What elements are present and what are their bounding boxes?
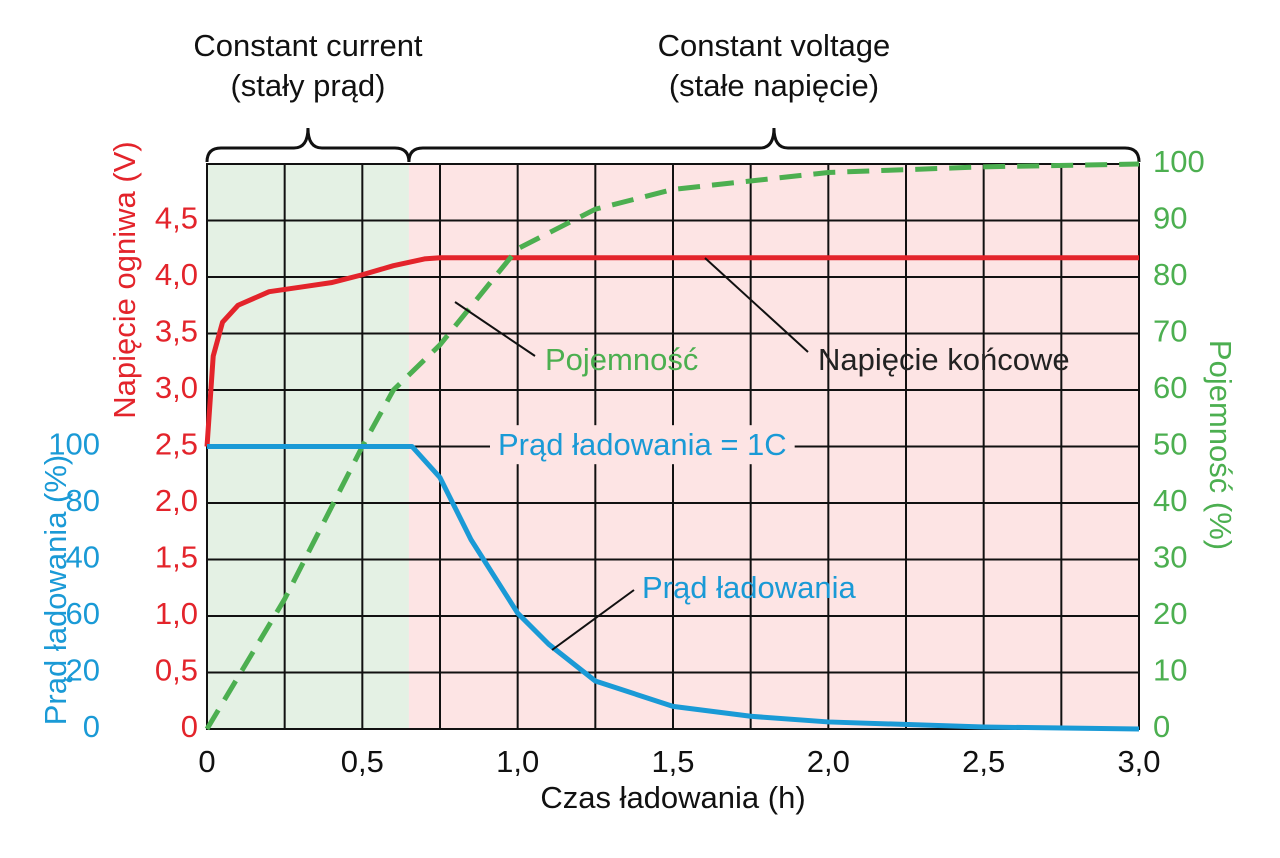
annotation: Napięcie końcowe: [818, 342, 1070, 377]
y2-axis-title: Pojemność (%): [1203, 340, 1238, 550]
y3-tick-label: 20: [66, 653, 100, 688]
series-line: [207, 444, 1140, 732]
y2-tick-label: 10: [1153, 653, 1187, 688]
y3-axis-title: Prąd ładowania (%): [38, 455, 73, 726]
x-tick-label: 1,5: [651, 744, 694, 779]
y3-tick-label: 100: [48, 427, 100, 462]
leader-line: [551, 589, 635, 651]
brace: [407, 127, 1141, 163]
x-axis-title: Czas ładowania (h): [540, 780, 805, 815]
y2-tick-label: 80: [1153, 257, 1187, 292]
y2-tick-label: 30: [1153, 540, 1187, 575]
y2-tick-label: 0: [1153, 709, 1170, 744]
y2-tick-label: 50: [1153, 427, 1187, 462]
leader-line: [704, 257, 809, 353]
y-axis-title: Napięcie ogniwa (V): [107, 141, 142, 418]
annotation: Prąd ładowania: [642, 570, 856, 605]
x-tick-label: 0,5: [341, 744, 384, 779]
y-tick-label: 2,0: [155, 483, 198, 518]
y3-tick-label: 40: [66, 540, 100, 575]
x-tick-label: 2,5: [962, 744, 1005, 779]
annotation: Pojemność: [545, 342, 698, 377]
y-tick-label: 0: [181, 709, 198, 744]
x-tick-label: 1,0: [496, 744, 539, 779]
brace: [205, 127, 411, 163]
y-tick-label: 3,5: [155, 314, 198, 349]
y2-tick-label: 40: [1153, 483, 1187, 518]
y3-tick-label: 0: [83, 709, 100, 744]
y-tick-label: 2,5: [155, 427, 198, 462]
series-line: [204, 255, 1139, 447]
y2-tick-label: 100: [1153, 144, 1205, 179]
y2-tick-label: 60: [1153, 370, 1187, 405]
y2-tick-label: 90: [1153, 201, 1187, 236]
y-tick-label: 4,5: [155, 201, 198, 236]
phase-title: (stały prąd): [230, 68, 385, 103]
y-tick-label: 1,5: [155, 540, 198, 575]
y3-tick-label: 60: [66, 596, 100, 631]
y3-tick-label: 80: [66, 483, 100, 518]
y-tick-label: 1,0: [155, 596, 198, 631]
x-tick-label: 3,0: [1117, 744, 1160, 779]
phase-title: (stałe napięcie): [669, 68, 879, 103]
y-tick-label: 4,0: [155, 257, 198, 292]
label-bg: [490, 425, 795, 465]
annotation: Prąd ładowania = 1C: [498, 427, 787, 462]
y2-tick-label: 20: [1153, 596, 1187, 631]
leader-line: [454, 301, 536, 357]
phase-title: Constant current: [193, 28, 423, 63]
y-tick-label: 3,0: [155, 370, 198, 405]
y2-tick-label: 70: [1153, 314, 1187, 349]
x-tick-label: 0: [198, 744, 215, 779]
y-tick-label: 0,5: [155, 653, 198, 688]
phase-title: Constant voltage: [658, 28, 891, 63]
x-tick-label: 2,0: [807, 744, 850, 779]
